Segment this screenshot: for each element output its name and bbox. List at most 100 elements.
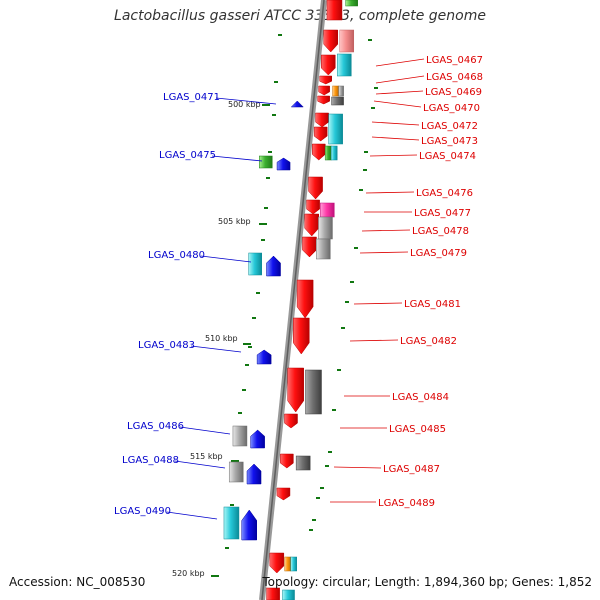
forward-side-feature-2: [339, 29, 355, 53]
forward-gene-label-15: LGAS_0485: [389, 424, 446, 435]
tick-mark-9: [363, 169, 367, 171]
reverse-leader-line-4: [190, 345, 242, 353]
tick-mark-29: [320, 487, 324, 489]
reverse-leader-line-7: [166, 511, 218, 520]
tick-mark-22: [245, 364, 249, 366]
tick-mark-3: [374, 87, 378, 89]
forward-gene-label-4: LGAS_0470: [423, 103, 480, 114]
reverse-leader-line-2: [211, 155, 263, 162]
reverse-gene-label-1: LGAS_0471: [163, 92, 220, 103]
reverse-feature-10: [246, 463, 262, 485]
forward-side-feature-15: [284, 556, 291, 572]
reverse-leader-line-6: [174, 460, 226, 469]
forward-feature-6: [317, 95, 330, 105]
forward-feature-15: [293, 317, 310, 355]
scale-label-5: 520 kbp: [172, 569, 205, 578]
forward-side-feature-4: [332, 85, 339, 97]
forward-side-feature-12: [316, 238, 331, 260]
forward-gene-label-17: LGAS_0489: [378, 498, 435, 509]
forward-feature-4: [319, 75, 332, 85]
scale-tick-5: [211, 575, 219, 577]
forward-gene-label-11: LGAS_0479: [410, 248, 467, 259]
forward-side-feature-13: [305, 369, 322, 415]
forward-side-feature-16: [290, 556, 297, 572]
forward-leader-line-7: [369, 154, 418, 157]
reverse-feature-11: [223, 506, 240, 540]
forward-leader-line-6: [371, 136, 420, 141]
reverse-leader-line-3: [200, 255, 252, 263]
forward-gene-label-5: LGAS_0472: [421, 121, 478, 132]
tick-mark-19: [341, 327, 345, 329]
tick-mark-36: [225, 547, 229, 549]
forward-gene-label-1: LGAS_0467: [426, 55, 483, 66]
forward-side-feature-8: [324, 145, 332, 161]
forward-side-feature-3: [337, 53, 352, 77]
forward-leader-line-5: [371, 121, 420, 126]
tick-mark-35: [309, 529, 313, 531]
scale-tick-4: [231, 460, 239, 462]
forward-gene-label-8: LGAS_0476: [416, 188, 473, 199]
forward-feature-20: [269, 552, 285, 574]
tick-mark-20: [248, 346, 252, 348]
topology-label: Topology: circular; Length: 1,894,360 bp…: [262, 575, 592, 589]
scale-label-2: 505 kbp: [218, 217, 251, 226]
reverse-gene-label-6: LGAS_0488: [122, 455, 179, 466]
reverse-gene-label-2: LGAS_0475: [159, 150, 216, 161]
forward-leader-line-8: [365, 191, 415, 194]
tick-mark-26: [238, 412, 242, 414]
reverse-gene-label-7: LGAS_0490: [114, 506, 171, 517]
forward-feature-9: [312, 143, 326, 161]
genome-backbone-core: [261, 0, 325, 600]
tick-mark-5: [371, 107, 375, 109]
reverse-feature-1: [290, 100, 304, 108]
forward-feature-11: [306, 199, 320, 215]
reverse-gene-label-3: LGAS_0480: [148, 250, 205, 261]
forward-gene-label-10: LGAS_0478: [412, 226, 469, 237]
forward-gene-label-14: LGAS_0484: [392, 392, 449, 403]
forward-feature-19: [276, 487, 291, 501]
tick-mark-8: [268, 151, 272, 153]
forward-side-feature-10: [320, 202, 335, 218]
reverse-feature-3: [276, 157, 291, 171]
tick-mark-33: [312, 519, 316, 521]
forward-feature-10: [308, 176, 323, 200]
tick-mark-23: [332, 409, 336, 411]
forward-feature-2: [323, 29, 339, 53]
scale-label-1: 500 kbp: [228, 100, 261, 109]
forward-leader-line-16: [333, 466, 382, 469]
accession-label: Accession: NC_008530: [9, 575, 146, 589]
forward-leader-line-11: [359, 251, 409, 254]
reverse-feature-12: [241, 509, 257, 541]
forward-leader-line-4: [373, 100, 422, 108]
forward-feature-5: [318, 85, 330, 96]
reverse-feature-4: [248, 252, 262, 276]
forward-feature-1: [326, 0, 343, 21]
tick-mark-27: [325, 465, 329, 467]
tick-mark-32: [230, 504, 234, 506]
tick-mark-10: [266, 177, 270, 179]
forward-side-feature-17: [282, 589, 295, 600]
tick-mark-2: [368, 39, 372, 41]
forward-leader-line-13: [349, 339, 399, 342]
reverse-gene-label-5: LGAS_0486: [127, 421, 184, 432]
forward-gene-label-2: LGAS_0468: [426, 72, 483, 83]
forward-side-feature-5: [338, 85, 344, 97]
forward-side-feature-11: [318, 216, 333, 240]
tick-mark-16: [256, 292, 260, 294]
forward-side-feature-1: [345, 0, 358, 7]
tick-mark-7: [364, 151, 368, 153]
tick-mark-12: [264, 207, 268, 209]
tick-mark-31: [316, 497, 320, 499]
forward-feature-17: [284, 413, 298, 429]
forward-side-feature-9: [330, 145, 338, 161]
reverse-leader-line-1: [215, 97, 277, 105]
tick-mark-11: [359, 189, 363, 191]
reverse-feature-9: [228, 461, 244, 483]
scale-label-3: 510 kbp: [205, 334, 238, 343]
forward-feature-18: [280, 453, 294, 469]
forward-feature-16: [287, 367, 304, 413]
reverse-feature-5: [266, 255, 281, 277]
forward-gene-label-12: LGAS_0481: [404, 299, 461, 310]
forward-gene-label-7: LGAS_0474: [419, 151, 476, 162]
